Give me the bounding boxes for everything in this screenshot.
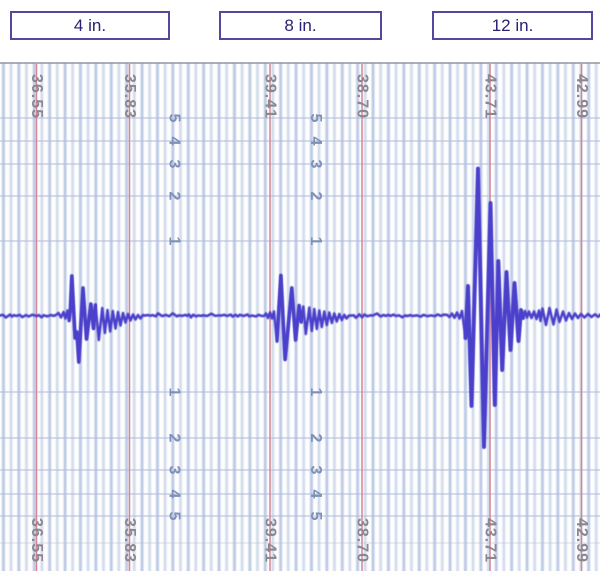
svg-text:5: 5: [166, 512, 183, 521]
svg-text:38.70: 38.70: [354, 518, 371, 563]
svg-text:2: 2: [166, 192, 183, 201]
svg-text:4: 4: [307, 490, 324, 499]
svg-text:39.41: 39.41: [262, 518, 279, 563]
svg-text:1: 1: [307, 388, 324, 397]
svg-text:5: 5: [166, 114, 183, 123]
svg-text:2: 2: [166, 434, 183, 443]
svg-text:4: 4: [166, 137, 183, 146]
svg-text:43.71: 43.71: [482, 74, 499, 119]
svg-text:3: 3: [166, 466, 183, 475]
svg-text:1: 1: [166, 237, 183, 246]
svg-text:35.83: 35.83: [121, 518, 138, 563]
svg-text:5: 5: [307, 114, 324, 123]
svg-text:2: 2: [307, 434, 324, 443]
svg-text:3: 3: [307, 466, 324, 475]
svg-text:3: 3: [166, 160, 183, 169]
svg-text:1: 1: [166, 388, 183, 397]
svg-text:4: 4: [307, 137, 324, 146]
svg-text:3: 3: [307, 160, 324, 169]
svg-text:5: 5: [307, 512, 324, 521]
svg-text:35.83: 35.83: [121, 74, 138, 119]
svg-text:36.55: 36.55: [28, 518, 45, 563]
svg-text:38.70: 38.70: [354, 74, 371, 119]
svg-text:43.71: 43.71: [482, 518, 499, 563]
svg-text:4: 4: [166, 490, 183, 499]
svg-text:2: 2: [307, 192, 324, 201]
svg-text:36.55: 36.55: [28, 74, 45, 119]
svg-text:1: 1: [307, 237, 324, 246]
svg-text:42.99: 42.99: [573, 74, 590, 119]
svg-text:42.99: 42.99: [573, 518, 590, 563]
svg-text:39.41: 39.41: [262, 74, 279, 119]
